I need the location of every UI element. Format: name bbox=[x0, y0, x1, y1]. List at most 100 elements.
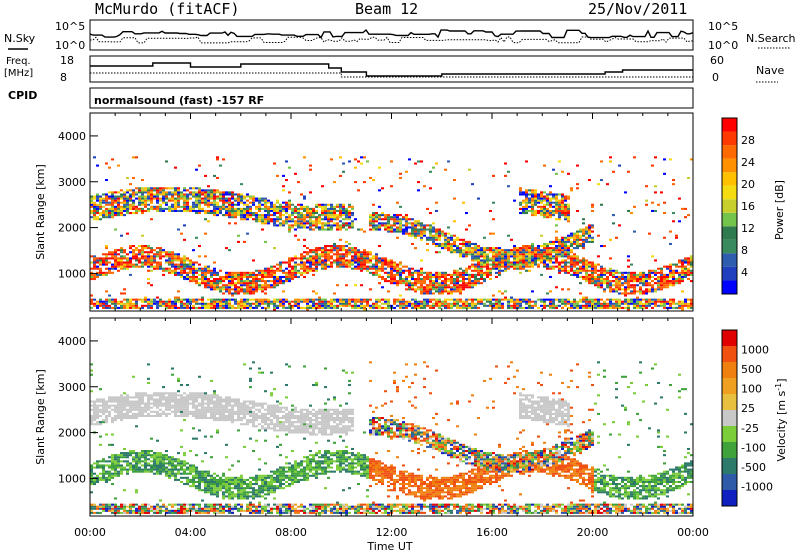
heatmap-cell bbox=[444, 280, 447, 283]
heatmap-cell bbox=[447, 273, 450, 276]
heatmap-cell bbox=[477, 271, 480, 274]
heatmap-cell bbox=[171, 300, 174, 303]
heatmap-cell bbox=[597, 234, 600, 237]
heatmap-cell bbox=[96, 271, 99, 274]
heatmap-cell bbox=[471, 259, 474, 262]
heatmap-cell bbox=[486, 255, 489, 258]
heatmap-cell bbox=[516, 267, 519, 270]
heatmap-cell bbox=[348, 300, 351, 303]
power-ylabel: Slant Range [km] bbox=[34, 164, 47, 260]
heatmap-cell bbox=[477, 282, 480, 285]
heatmap-cell bbox=[363, 230, 366, 233]
heatmap-cell bbox=[354, 304, 357, 307]
heatmap-cell bbox=[249, 273, 252, 276]
heatmap-cell bbox=[96, 193, 99, 196]
heatmap-cell bbox=[324, 253, 327, 256]
heatmap-cell bbox=[264, 273, 267, 276]
heatmap-cell bbox=[585, 228, 588, 231]
heatmap-cell bbox=[180, 263, 183, 266]
heatmap-cell bbox=[123, 209, 126, 212]
heatmap-cell bbox=[108, 214, 111, 217]
heatmap-cell bbox=[111, 207, 114, 210]
heatmap-cell bbox=[144, 257, 147, 260]
heatmap-cell bbox=[129, 400, 132, 403]
heatmap-cell bbox=[336, 247, 339, 250]
heatmap-cell bbox=[90, 267, 93, 270]
heatmap-cell bbox=[510, 306, 513, 309]
heatmap-cell bbox=[552, 249, 555, 252]
heatmap-cell bbox=[177, 259, 180, 262]
heatmap-cell bbox=[384, 278, 387, 281]
heatmap-cell bbox=[102, 460, 105, 463]
heatmap-cell bbox=[114, 209, 117, 212]
heatmap-cell bbox=[564, 255, 567, 258]
heatmap-cell bbox=[186, 275, 189, 278]
heatmap-cell bbox=[147, 302, 150, 305]
heatmap-cell bbox=[600, 298, 603, 301]
heatmap-cell bbox=[429, 234, 432, 237]
heatmap-cell bbox=[162, 197, 165, 200]
heatmap-cell bbox=[222, 203, 225, 206]
heatmap-cell bbox=[369, 218, 372, 221]
heatmap-cell bbox=[618, 302, 621, 305]
heatmap-cell bbox=[204, 195, 207, 198]
heatmap-cell bbox=[492, 218, 495, 221]
heatmap-cell bbox=[138, 306, 141, 309]
heatmap-cell bbox=[306, 214, 309, 217]
heatmap-cell bbox=[549, 255, 552, 258]
heatmap-cell bbox=[348, 261, 351, 264]
heatmap-cell bbox=[129, 511, 132, 514]
heatmap-cell bbox=[393, 265, 396, 268]
heatmap-cell bbox=[270, 280, 273, 283]
heatmap-cell bbox=[408, 286, 411, 289]
heatmap-cell bbox=[267, 286, 270, 289]
heatmap-cell bbox=[630, 212, 633, 215]
heatmap-cell bbox=[237, 275, 240, 278]
heatmap-cell bbox=[336, 263, 339, 266]
heatmap-cell bbox=[645, 306, 648, 309]
heatmap-cell bbox=[273, 247, 276, 250]
heatmap-cell bbox=[660, 191, 663, 194]
nsky-trace bbox=[89, 28, 694, 39]
heatmap-cell bbox=[135, 464, 138, 467]
heatmap-cell bbox=[246, 232, 249, 235]
heatmap-cell bbox=[360, 306, 363, 309]
heatmap-cell bbox=[357, 267, 360, 270]
heatmap-cell bbox=[174, 273, 177, 276]
heatmap-cell bbox=[678, 302, 681, 305]
heatmap-cell bbox=[99, 257, 102, 260]
heatmap-cell bbox=[675, 306, 678, 309]
heatmap-cell bbox=[516, 304, 519, 307]
heatmap-cell bbox=[450, 249, 453, 252]
heatmap-cell bbox=[462, 306, 465, 309]
heatmap-cell bbox=[552, 306, 555, 309]
heatmap-cell bbox=[555, 172, 558, 175]
heatmap-cell bbox=[543, 207, 546, 210]
heatmap-cell bbox=[162, 269, 165, 272]
heatmap-cell bbox=[201, 275, 204, 278]
heatmap-cell bbox=[102, 505, 105, 508]
heatmap-cell bbox=[567, 261, 570, 264]
heatmap-cell bbox=[441, 288, 444, 291]
heatmap-cell bbox=[354, 265, 357, 268]
heatmap-cell bbox=[90, 369, 93, 372]
nsearch-tick-top: 10^5 bbox=[708, 20, 738, 33]
heatmap-cell bbox=[336, 203, 339, 206]
heatmap-cell bbox=[366, 304, 369, 307]
heatmap-cell bbox=[111, 257, 114, 260]
heatmap-cell bbox=[576, 247, 579, 250]
heatmap-cell bbox=[405, 275, 408, 278]
heatmap-cell bbox=[537, 265, 540, 268]
heatmap-cell bbox=[210, 201, 213, 204]
heatmap-cell bbox=[453, 282, 456, 285]
heatmap-cell bbox=[93, 480, 96, 483]
heatmap-cell bbox=[210, 282, 213, 285]
heatmap-cell bbox=[168, 251, 171, 254]
heatmap-cell bbox=[96, 300, 99, 303]
heatmap-cell bbox=[144, 245, 147, 248]
heatmap-cell bbox=[108, 212, 111, 215]
heatmap-cell bbox=[486, 267, 489, 270]
heatmap-cell bbox=[168, 259, 171, 262]
heatmap-cell bbox=[123, 292, 126, 295]
heatmap-cell bbox=[675, 278, 678, 281]
